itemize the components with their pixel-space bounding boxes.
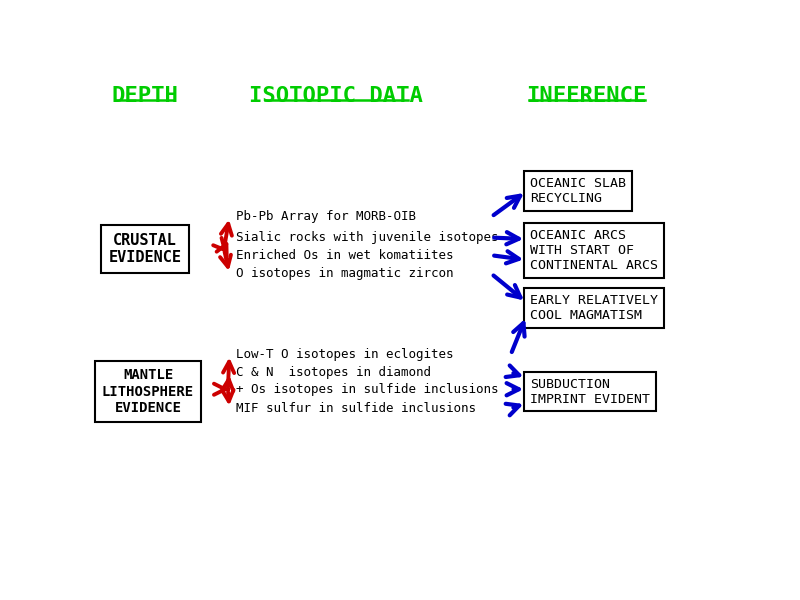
Text: Pb-Pb Array for MORB-OIB: Pb-Pb Array for MORB-OIB: [236, 210, 416, 223]
Text: O isotopes in magmatic zircon: O isotopes in magmatic zircon: [236, 267, 453, 280]
Text: C & N  isotopes in diamond: C & N isotopes in diamond: [236, 366, 430, 379]
Text: Sialic rocks with juvenile isotopes: Sialic rocks with juvenile isotopes: [236, 231, 498, 244]
Text: MANTLE
LITHOSPHERE
EVIDENCE: MANTLE LITHOSPHERE EVIDENCE: [102, 368, 194, 415]
Text: OCEANIC SLAB
RECYCLING: OCEANIC SLAB RECYCLING: [530, 178, 626, 205]
Text: MIF sulfur in sulfide inclusions: MIF sulfur in sulfide inclusions: [236, 402, 476, 415]
Text: EARLY RELATIVELY
COOL MAGMATISM: EARLY RELATIVELY COOL MAGMATISM: [530, 295, 658, 322]
Text: SUBDUCTION
IMPRINT EVIDENT: SUBDUCTION IMPRINT EVIDENT: [530, 377, 650, 406]
Text: INFERENCE: INFERENCE: [526, 86, 647, 106]
Text: CRUSTAL
EVIDENCE: CRUSTAL EVIDENCE: [109, 233, 182, 265]
Text: Low-T O isotopes in eclogites: Low-T O isotopes in eclogites: [236, 348, 453, 361]
Text: DEPTH: DEPTH: [111, 86, 178, 106]
Text: Enriched Os in wet komatiites: Enriched Os in wet komatiites: [236, 249, 453, 262]
Text: + Os isotopes in sulfide inclusions: + Os isotopes in sulfide inclusions: [236, 383, 498, 396]
Text: ISOTOPIC DATA: ISOTOPIC DATA: [250, 86, 423, 106]
Text: OCEANIC ARCS
WITH START OF
CONTINENTAL ARCS: OCEANIC ARCS WITH START OF CONTINENTAL A…: [530, 229, 658, 272]
